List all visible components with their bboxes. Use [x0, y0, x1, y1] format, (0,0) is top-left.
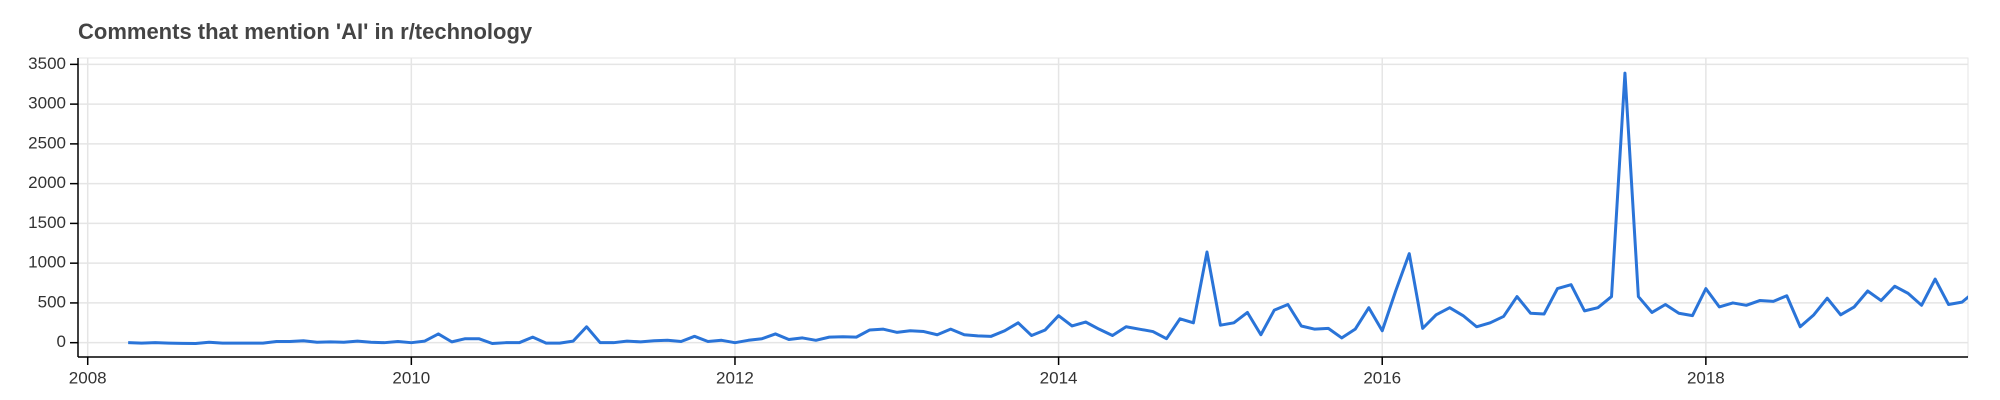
- x-tick-label: 2014: [1040, 368, 1078, 387]
- x-tick-label: 2018: [1687, 368, 1725, 387]
- y-tick-label: 500: [38, 292, 66, 311]
- y-tick-label: 2000: [28, 173, 66, 192]
- chart-title: Comments that mention 'AI' in r/technolo…: [78, 19, 533, 44]
- x-tick-label: 2008: [69, 368, 107, 387]
- x-tick-label: 2012: [716, 368, 754, 387]
- plot-area: [128, 71, 1968, 345]
- y-tick-label: 1500: [28, 213, 66, 232]
- y-tick-label: 3000: [28, 94, 66, 113]
- y-tick-label: 3500: [28, 54, 66, 73]
- x-tick-label: 2010: [392, 368, 430, 387]
- grid: [77, 57, 1969, 358]
- y-tick-label: 1000: [28, 253, 66, 272]
- x-tick-label: 2016: [1363, 368, 1401, 387]
- y-tick-label: 2500: [28, 133, 66, 152]
- axes: 0 500 1000 1500 2000 2500 3000 3500 2008 2010 2012…: [28, 54, 1968, 387]
- y-tick-label: 0: [57, 332, 66, 351]
- line-series: [128, 71, 1968, 345]
- plot-frame: [77, 57, 1969, 358]
